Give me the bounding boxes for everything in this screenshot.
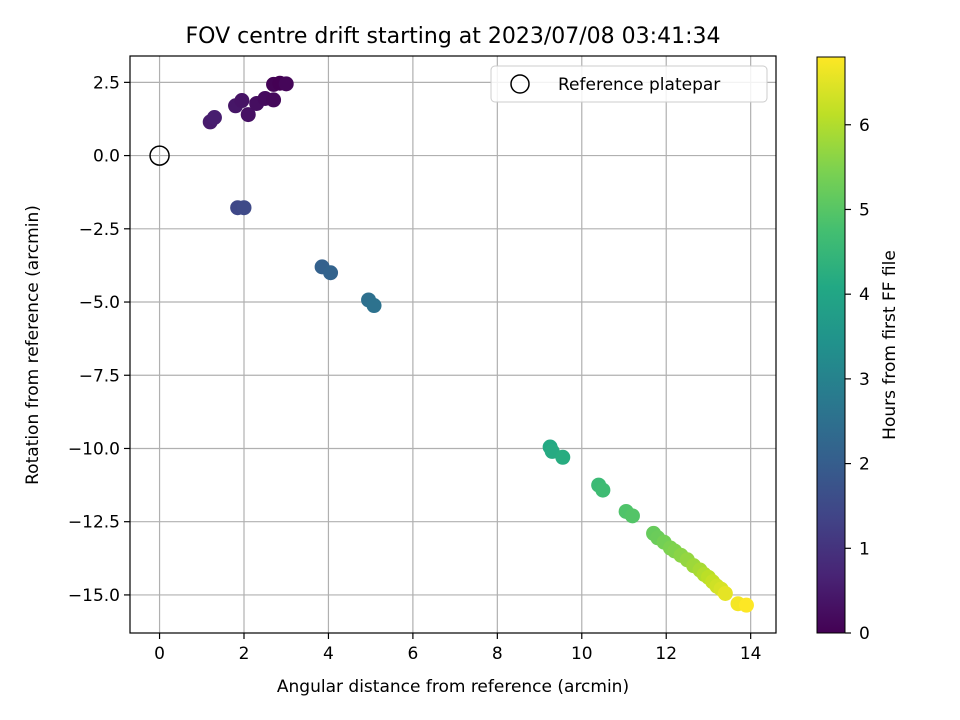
x-tick-label: 8 <box>492 644 503 664</box>
data-point <box>717 585 733 601</box>
x-tick-label: 6 <box>407 644 418 664</box>
scatter-points <box>202 75 754 613</box>
data-point <box>206 110 222 126</box>
legend-entry-label: Reference platepar <box>558 75 720 95</box>
legend: Reference platepar <box>490 65 768 103</box>
y-tick-label: −7.5 <box>79 366 120 386</box>
data-point <box>595 482 611 498</box>
y-tick-label: −5.0 <box>79 293 120 313</box>
y-tick-label: −15.0 <box>68 586 120 606</box>
data-point <box>240 107 256 123</box>
x-axis-label: Angular distance from reference (arcmin) <box>277 677 629 697</box>
reference-point-marker <box>149 145 170 166</box>
data-point <box>366 298 382 314</box>
x-tick-label: 14 <box>740 644 762 664</box>
colorbar-ticks: 0 1 2 3 4 5 6 <box>845 116 870 644</box>
grid-lines <box>130 56 776 633</box>
reference-marker-group <box>149 145 170 166</box>
y-axis-label: Rotation from reference (arcmin) <box>23 205 43 485</box>
colorbar <box>816 56 846 634</box>
y-tick-label: −2.5 <box>79 220 120 240</box>
data-point <box>738 597 754 613</box>
data-point <box>236 200 252 216</box>
legend-reference-marker <box>510 74 530 94</box>
data-point <box>555 449 571 465</box>
chart-title: FOV centre drift starting at 2023/07/08 … <box>186 24 721 49</box>
colorbar-tick-label: 4 <box>859 285 870 305</box>
legend-box <box>490 65 768 103</box>
colorbar-label: Hours from first FF file <box>880 250 900 440</box>
data-point <box>234 93 250 109</box>
y-tick-label: −10.0 <box>68 439 120 459</box>
y-tick-label: −12.5 <box>68 513 120 533</box>
x-tick-label: 10 <box>571 644 593 664</box>
data-point <box>278 76 294 92</box>
y-axis-ticks: 2.5 0.0 −2.5 −5.0 −7.5 −10.0 −12.5 −15.0 <box>68 73 130 606</box>
x-tick-label: 2 <box>239 644 250 664</box>
x-tick-label: 4 <box>323 644 334 664</box>
y-tick-label: 2.5 <box>93 73 120 93</box>
colorbar-tick-label: 2 <box>859 455 870 475</box>
data-point <box>624 508 640 524</box>
colorbar-tick-label: 1 <box>859 539 870 559</box>
colorbar-tick-label: 6 <box>859 116 870 136</box>
y-tick-label: 0.0 <box>93 147 120 167</box>
colorbar-tick-label: 3 <box>859 370 870 390</box>
x-tick-label: 12 <box>655 644 677 664</box>
plot-frame <box>129 55 777 634</box>
x-axis-ticks: 0 2 4 6 8 10 12 14 <box>154 633 761 664</box>
x-tick-label: 0 <box>154 644 165 664</box>
colorbar-tick-label: 0 <box>859 624 870 644</box>
data-point <box>266 92 282 108</box>
colorbar-tick-label: 5 <box>859 200 870 220</box>
data-point <box>323 265 339 281</box>
